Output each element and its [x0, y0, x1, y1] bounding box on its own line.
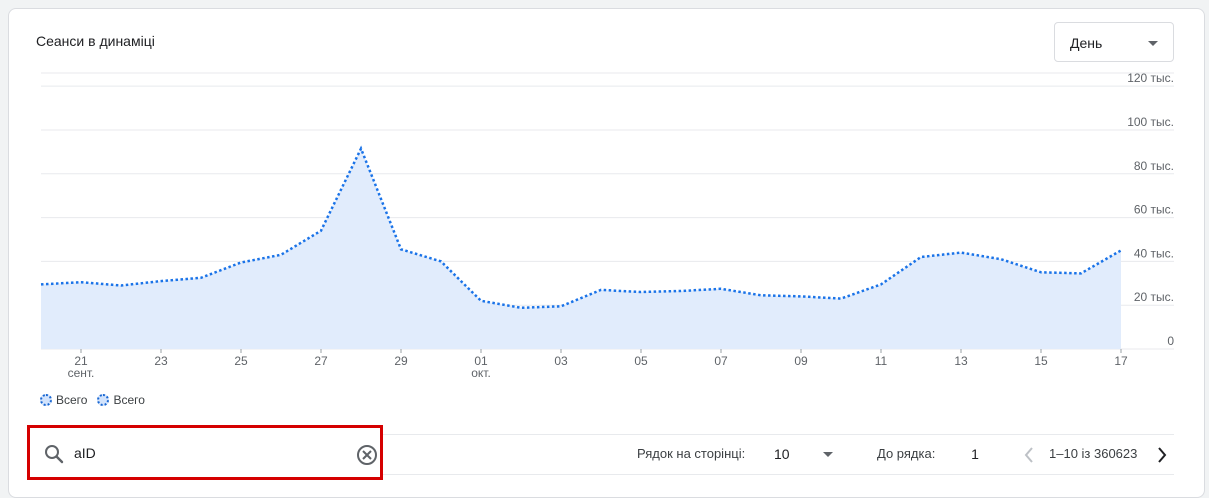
y-tick-label: 100 тыс.: [1127, 115, 1174, 129]
y-tick-label: 60 тыс.: [1134, 203, 1174, 217]
legend-label: Всего: [56, 393, 88, 407]
legend-label: Всего: [113, 393, 145, 407]
x-tick-label: 17: [1114, 354, 1128, 368]
sessions-card: [8, 8, 1205, 498]
goto-row-label: До рядка:: [877, 446, 936, 461]
x-tick-sublabel: сент.: [68, 366, 95, 380]
legend-dot-icon: [97, 394, 110, 406]
legend-dot-icon: [40, 394, 52, 406]
period-select-value: День: [1070, 35, 1103, 51]
y-tick-label: 0: [1167, 334, 1174, 348]
caret-down-icon: [823, 452, 833, 457]
period-select[interactable]: День: [1054, 22, 1174, 62]
x-tick-label: 07: [714, 354, 728, 368]
goto-row-input[interactable]: [955, 444, 995, 464]
x-tick-sublabel: окт.: [471, 366, 491, 380]
rows-per-page-value: 10: [774, 446, 790, 462]
rows-per-page-label: Рядок на сторінці:: [637, 446, 746, 461]
legend-item[interactable]: Всего: [40, 393, 87, 407]
x-tick-label: 27: [314, 354, 328, 368]
x-tick-label: 23: [154, 354, 168, 368]
x-tick-label: 05: [634, 354, 648, 368]
table-search: [27, 425, 383, 480]
y-tick-label: 120 тыс.: [1127, 71, 1174, 85]
search-icon: [44, 444, 64, 469]
y-axis-labels: 0 20 тыс. 40 тыс. 60 тыс. 80 тыс. 100 тыс. 120…: [1127, 71, 1174, 348]
chart-legend: Всего Всего: [40, 393, 145, 407]
card-title: Сеанси в динаміці: [36, 33, 155, 49]
x-tick-label: 25: [234, 354, 248, 368]
x-tick-label: 15: [1034, 354, 1048, 368]
pagination-range: 1–10 із 360623: [1049, 446, 1138, 461]
x-tick-label: 11: [875, 354, 888, 368]
rows-per-page-select[interactable]: 10: [774, 446, 836, 464]
x-tick-label: 13: [954, 354, 968, 368]
x-tick-label: 09: [794, 354, 808, 368]
x-tick-label: 21: [74, 354, 88, 368]
divider: [36, 474, 1174, 475]
caret-down-icon: [1148, 41, 1158, 46]
divider: [36, 434, 1174, 435]
y-tick-label: 40 тыс.: [1134, 246, 1174, 260]
clear-search-icon[interactable]: [356, 444, 378, 471]
sessions-chart: 0 20 тыс. 40 тыс. 60 тыс. 80 тыс. 100 тыс. 120…: [40, 71, 1174, 380]
x-tick-label: 03: [554, 354, 568, 368]
chevron-right-icon[interactable]: [1153, 444, 1171, 466]
series-area: [41, 148, 1121, 349]
chevron-left-icon[interactable]: [1020, 444, 1038, 466]
y-tick-label: 20 тыс.: [1134, 290, 1174, 304]
legend-item[interactable]: Всего: [97, 393, 145, 407]
search-input[interactable]: [74, 442, 344, 464]
x-tick-label: 01: [474, 354, 488, 368]
y-tick-label: 80 тыс.: [1134, 159, 1174, 173]
series-line: [40, 145, 1122, 310]
x-tick-label: 29: [394, 354, 408, 368]
